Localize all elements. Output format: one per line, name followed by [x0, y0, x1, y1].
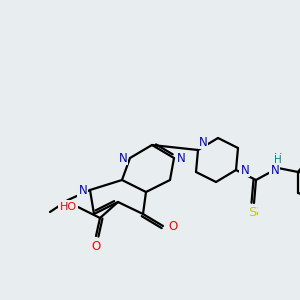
Text: H: H — [274, 153, 282, 163]
Text: N: N — [118, 152, 127, 164]
Text: N: N — [271, 164, 279, 178]
Text: N: N — [178, 152, 186, 164]
Text: N: N — [78, 184, 86, 196]
Text: N: N — [270, 164, 278, 176]
Text: N: N — [118, 152, 126, 164]
Text: N: N — [79, 184, 87, 196]
Text: S: S — [250, 206, 258, 220]
Text: O: O — [168, 220, 178, 232]
Text: N: N — [199, 136, 207, 148]
Text: HO: HO — [59, 200, 77, 214]
Text: N: N — [240, 164, 248, 176]
Text: N: N — [177, 152, 185, 164]
Text: HO: HO — [59, 202, 76, 212]
Text: S: S — [248, 206, 256, 220]
Text: O: O — [92, 239, 100, 253]
Text: N: N — [241, 164, 249, 176]
Text: O: O — [92, 239, 100, 253]
Text: H: H — [274, 155, 282, 165]
Text: O: O — [168, 220, 178, 232]
Text: H: H — [274, 153, 282, 163]
Text: N: N — [199, 136, 207, 148]
